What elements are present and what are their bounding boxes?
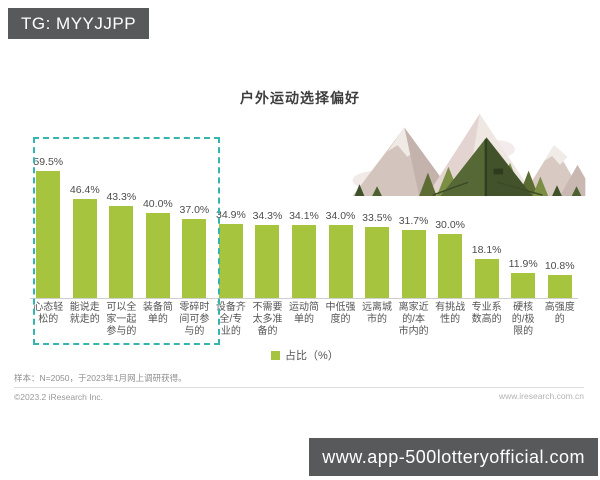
bar-value-label: 11.9%: [508, 257, 538, 270]
bar-column: 30.0%: [432, 219, 469, 298]
category-label: 专业系数高的: [471, 302, 502, 325]
bar: [401, 230, 426, 298]
footer-divider: [14, 387, 584, 388]
bar: [511, 272, 536, 298]
bar: [291, 225, 316, 298]
bar: [365, 226, 390, 298]
bar-value-label: 33.5%: [362, 211, 392, 224]
bar-column: 37.0%: [176, 204, 213, 298]
bar: [474, 259, 499, 298]
sample-note: 样本：N=2050，于2023年1月网上调研获得。: [14, 373, 187, 383]
bar-value-label: 40.0%: [142, 197, 173, 210]
bar-value-label: 46.4%: [69, 184, 100, 196]
bar-column: 34.9%: [213, 208, 250, 298]
site-watermark-badge: www.app-500lotteryofficial.com: [309, 438, 598, 476]
bar-value-label: 10.8%: [544, 259, 575, 272]
tree-icon: [552, 185, 562, 197]
bar-column: 10.8%: [541, 260, 578, 298]
bar: [547, 274, 572, 298]
tree-icon: [372, 186, 382, 197]
snow-cap: [544, 145, 568, 165]
tree-icon: [532, 176, 549, 197]
bar-value-label: 59.5%: [33, 156, 64, 168]
tree-icon: [354, 184, 365, 197]
mountain-icon: [559, 164, 586, 197]
x-axis-line: [30, 298, 578, 299]
chart-title: 户外运动选择偏好: [240, 90, 360, 106]
bar-value-label: 18.1%: [471, 244, 502, 257]
category-label: 硬核的/极限的: [511, 302, 535, 337]
category-labels: 心态轻松的 能说走就走的 可以全家一起参与的 装备简单的 零碎时间可参与的 设备齐全/专业…: [30, 302, 578, 338]
bar-column: 40.0%: [140, 198, 177, 298]
tree-icon: [571, 186, 582, 197]
bar-value-label: 43.3%: [106, 190, 137, 203]
category-label: 设备齐全/专业的: [215, 302, 246, 337]
tent-rope: [497, 181, 543, 196]
bar-value-label: 30.0%: [435, 219, 465, 231]
category-label: 离家近的/本市内的: [398, 302, 429, 337]
copyright-text: ©2023.2 iResearch Inc.: [14, 392, 103, 402]
tg-watermark-badge: TG: MYYJJPP: [8, 8, 150, 39]
legend-swatch-icon: [271, 350, 280, 360]
bar-column: 43.3%: [103, 191, 140, 298]
bar-value-label: 34.1%: [289, 210, 319, 223]
source-website: www.iresearch.com.cn: [498, 391, 584, 401]
bar-value-label: 34.3%: [252, 209, 283, 222]
bar: [255, 224, 280, 298]
category-label: 运动简单的: [288, 302, 319, 325]
category-label: 能说走就走的: [69, 302, 100, 325]
bar: [328, 225, 353, 298]
tent-ridge: [484, 139, 488, 197]
category-label: 有挑战性的: [435, 302, 466, 325]
bar: [218, 223, 243, 298]
bar: [72, 199, 97, 298]
bar: [438, 234, 463, 298]
bar-value-label: 34.0%: [325, 210, 356, 223]
tent-rope: [432, 181, 469, 196]
category-label: 心态轻松的: [33, 302, 64, 325]
bar-column: 46.4%: [67, 184, 104, 298]
category-label: 远离城市的: [362, 302, 393, 325]
tent-left-face: [440, 137, 487, 197]
bar-value-label: 34.9%: [216, 208, 246, 221]
bar: [36, 171, 61, 298]
category-label: 可以全家一起参与的: [106, 302, 137, 337]
tree-icon: [419, 172, 437, 197]
bar-chart-plot: 59.5% 46.4% 43.3% 40.0% 37.0% 34.9% 34.3% 34.1%…: [30, 135, 578, 298]
category-label: 装备简单的: [142, 302, 173, 325]
bar: [145, 212, 170, 298]
category-label: 中低强度的: [325, 302, 356, 325]
bar-value-label: 37.0%: [179, 204, 210, 216]
bar-column: 31.7%: [395, 215, 432, 298]
camping-mountains-illustration: [352, 113, 586, 197]
bar-column: 18.1%: [468, 244, 505, 298]
bar-column: 11.9%: [505, 258, 542, 298]
bar: [109, 205, 134, 298]
bar-column: 34.3%: [249, 210, 286, 298]
category-label: 高强度的: [544, 302, 575, 325]
bar-column: 34.0%: [322, 210, 359, 298]
bar-column: 59.5%: [30, 156, 67, 298]
tent-window: [493, 168, 504, 175]
legend: 占比（%）: [271, 347, 339, 363]
bar-column: 33.5%: [359, 211, 396, 298]
bar-column: 34.1%: [286, 210, 323, 298]
bar-value-label: 31.7%: [398, 215, 429, 228]
bar-columns: 59.5% 46.4% 43.3% 40.0% 37.0% 34.9% 34.3% 34.1%…: [30, 135, 578, 298]
category-label: 不需要太多准备的: [252, 302, 283, 337]
bar: [182, 219, 207, 298]
legend-label: 占比（%）: [285, 350, 339, 362]
category-label: 零碎时间可参与的: [179, 302, 210, 337]
